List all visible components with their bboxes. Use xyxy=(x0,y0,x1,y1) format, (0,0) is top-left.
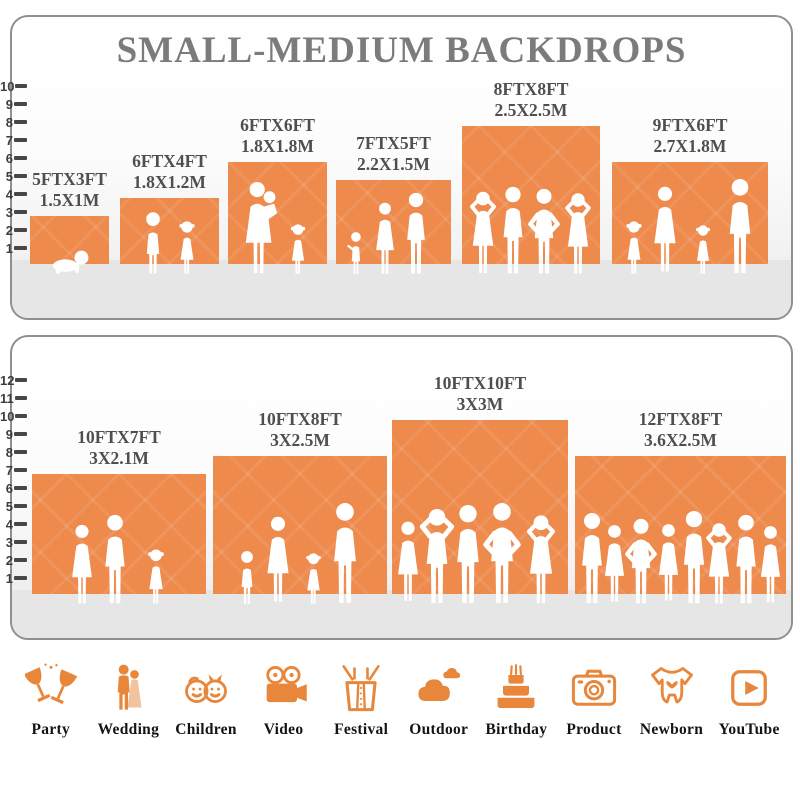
category-label: YouTube xyxy=(718,721,780,738)
category-product: Product xyxy=(555,662,633,739)
category-outdoor: Outdoor xyxy=(400,662,478,739)
category-label: Festival xyxy=(334,721,389,738)
category-label: Birthday xyxy=(485,721,548,738)
backdrop-size-label: 6FTX6FT 1.8X1.8M xyxy=(240,115,315,156)
page-title: SMALL-MEDIUM BACKDROPS xyxy=(116,30,687,71)
backdrop-size-label: 10FTX8FT 3X2.5M xyxy=(258,409,342,450)
category-label: Children xyxy=(175,721,237,738)
backdrop-10ftx7ft: 10FTX7FT 3X2.1M xyxy=(32,427,206,604)
category-newborn: Newborn xyxy=(633,662,711,739)
backdrop-7ftx5ft: 7FTX5FT 2.2X1.5M xyxy=(336,133,451,264)
backdrop-size-label: 5FTX3FT 1.5X1M xyxy=(32,169,107,210)
newborn-icon xyxy=(646,662,698,714)
floor xyxy=(12,590,791,638)
people-silhouette-baby xyxy=(52,250,89,274)
children-icon xyxy=(180,662,232,714)
people-silhouette-crowd xyxy=(582,510,781,606)
backdrop-size-label: 10FTX7FT 3X2.1M xyxy=(77,427,161,468)
people-silhouette-two-kids xyxy=(146,212,195,274)
category-label: Newborn xyxy=(639,721,704,738)
backdrop-size-label: 6FTX4FT 1.8X1.2M xyxy=(132,151,207,192)
backdrop-9ftx6ft: 9FTX6FT 2.7X1.8M xyxy=(612,115,768,274)
category-party: Party xyxy=(12,662,90,739)
category-label: Video xyxy=(263,721,304,738)
video-icon xyxy=(258,662,310,714)
category-birthday: Birthday xyxy=(478,662,556,739)
outdoor-icon xyxy=(413,662,465,714)
wedding-icon xyxy=(102,662,154,714)
festival-icon xyxy=(335,662,387,714)
large-panel: 10FTX7FT 3X2.1M 10FTX8FT 3X2.5M xyxy=(10,335,793,640)
people-silhouette-family-three xyxy=(72,514,164,604)
backdrop-size-label: 7FTX5FT 2.2X1.5M xyxy=(356,133,431,174)
backdrop-5ftx3ft: 5FTX3FT 1.5X1M xyxy=(30,169,109,274)
people-silhouette-family-four xyxy=(241,503,356,604)
people-silhouette-group-five xyxy=(398,498,568,606)
category-label: Party xyxy=(31,721,71,738)
backdrop-6ftx6ft: 6FTX6FT 1.8X1.8M xyxy=(228,115,327,274)
category-youtube: YouTube xyxy=(710,662,788,739)
category-children: Children xyxy=(167,662,245,739)
backdrop-10ftx8ft: 10FTX8FT 3X2.5M xyxy=(213,409,387,604)
backdrop-10ftx10ft: 10FTX10FT 3X3M xyxy=(392,373,568,594)
youtube-icon xyxy=(723,662,775,714)
people-silhouette-mother-children xyxy=(245,181,306,274)
backdrop-12ftx8ft: 12FTX8FT 3.6X2.5M xyxy=(575,409,786,594)
party-icon xyxy=(25,662,77,714)
category-row: Party Wedding Children Video Festival Ou… xyxy=(12,662,788,739)
small-medium-panel: SMALL-MEDIUM BACKDROPS 5FTX3FT 1.5X1M 6F… xyxy=(10,15,793,320)
people-silhouette-family-four xyxy=(626,178,751,274)
category-label: Wedding xyxy=(97,721,160,738)
backdrop-size-label: 12FTX8FT 3.6X2.5M xyxy=(638,409,723,450)
category-label: Product xyxy=(566,721,622,738)
backdrop-8ftx8ft: 8FTX8FT 2.5X2.5M xyxy=(462,79,600,264)
product-icon xyxy=(568,662,620,714)
backdrop-size-label: 10FTX10FT 3X3M xyxy=(433,373,527,414)
category-festival: Festival xyxy=(322,662,400,739)
people-silhouette-family-three xyxy=(336,192,425,276)
birthday-icon xyxy=(490,662,542,714)
category-label: Outdoor xyxy=(409,721,469,738)
backdrop-size-label: 8FTX8FT 2.5X2.5M xyxy=(493,79,569,120)
category-wedding: Wedding xyxy=(90,662,168,739)
category-video: Video xyxy=(245,662,323,739)
people-silhouette-group-four xyxy=(470,186,600,276)
backdrop-6ftx4ft: 6FTX4FT 1.8X1.2M xyxy=(120,151,219,274)
backdrop-size-label: 9FTX6FT 2.7X1.8M xyxy=(652,115,728,156)
